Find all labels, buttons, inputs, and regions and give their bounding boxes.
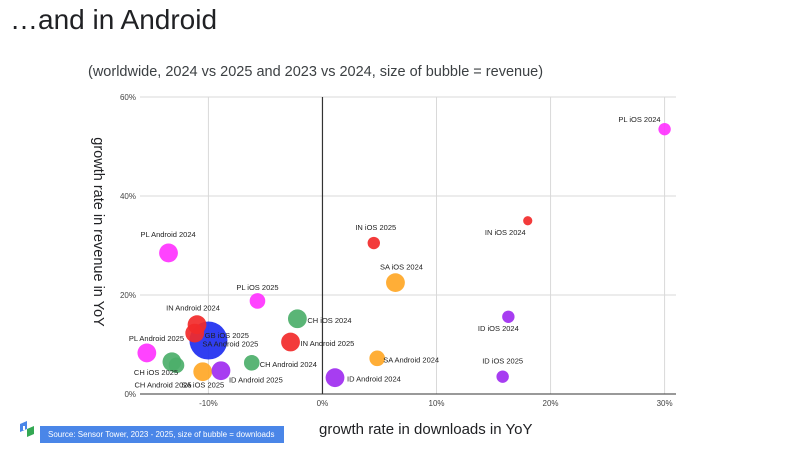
bubble <box>137 343 157 363</box>
bubble <box>281 332 300 352</box>
bubble <box>193 362 213 382</box>
y-tick-label: 60% <box>120 93 136 102</box>
bubble <box>367 236 380 250</box>
bubble-label: CH Android 2025 <box>134 380 191 389</box>
y-tick-label: 40% <box>120 192 136 201</box>
bubble-label: PL Android 2024 <box>141 230 196 239</box>
sensor-tower-logo-icon <box>18 420 36 438</box>
bubble <box>249 293 266 309</box>
bubble <box>523 216 533 226</box>
bubble-label: ID iOS 2025 <box>482 357 523 366</box>
bubble <box>185 323 205 343</box>
bubble-label: IN iOS 2025 <box>355 223 396 232</box>
bubble-label: SA Android 2024 <box>383 355 439 364</box>
bubble-label: PL Android 2025 <box>129 334 184 343</box>
bubble-label: CH iOS 2024 <box>307 316 351 325</box>
bubble-label: ID iOS 2024 <box>478 324 519 333</box>
bubble <box>658 122 671 136</box>
y-tick-label: 20% <box>120 291 136 300</box>
bubble <box>243 355 260 371</box>
bubble-label: SA iOS 2025 <box>181 381 224 390</box>
bubble-label: SA Android 2025 <box>202 340 258 349</box>
bubble <box>502 310 515 323</box>
x-tick-label: 20% <box>543 399 559 408</box>
chart-subtitle: (worldwide, 2024 vs 2025 and 2023 vs 202… <box>88 64 544 80</box>
bubble <box>159 243 178 263</box>
bubble-label: ID Android 2024 <box>347 375 401 384</box>
bubble-label: PL iOS 2024 <box>618 115 660 124</box>
bubble-label: IN Android 2024 <box>166 304 220 313</box>
bubble-label: IN Android 2025 <box>301 339 355 348</box>
bubble-label: GB iOS 2025 <box>205 331 249 340</box>
y-axis-label: growth rate in revenue in YoY <box>90 137 106 327</box>
bubble-label: CH Android 2024 <box>260 360 317 369</box>
bubble <box>369 350 386 367</box>
x-tick-label: 10% <box>429 399 445 408</box>
slide-title: …and in Android <box>10 4 218 35</box>
x-axis-label: growth rate in downloads in YoY <box>319 421 533 438</box>
x-tick-label: -10% <box>199 399 218 408</box>
bubble <box>386 273 405 293</box>
bubble-label: SA iOS 2024 <box>380 263 423 272</box>
x-tick-label: 30% <box>657 399 673 408</box>
bubble <box>325 368 345 388</box>
bubble <box>211 361 231 381</box>
y-tick-label: 0% <box>124 390 136 399</box>
bubble-label: ID Android 2025 <box>229 376 283 385</box>
x-tick-label: 0% <box>317 399 329 408</box>
bubble-label: PL iOS 2025 <box>236 283 278 292</box>
bubble-label: CH iOS 2025 <box>134 368 178 377</box>
source-note: Source: Sensor Tower, 2023 - 2025, size … <box>40 426 284 443</box>
bubble <box>496 370 509 383</box>
bubble <box>287 309 307 329</box>
bubble-label: IN iOS 2024 <box>485 228 526 237</box>
bubble <box>168 357 185 374</box>
